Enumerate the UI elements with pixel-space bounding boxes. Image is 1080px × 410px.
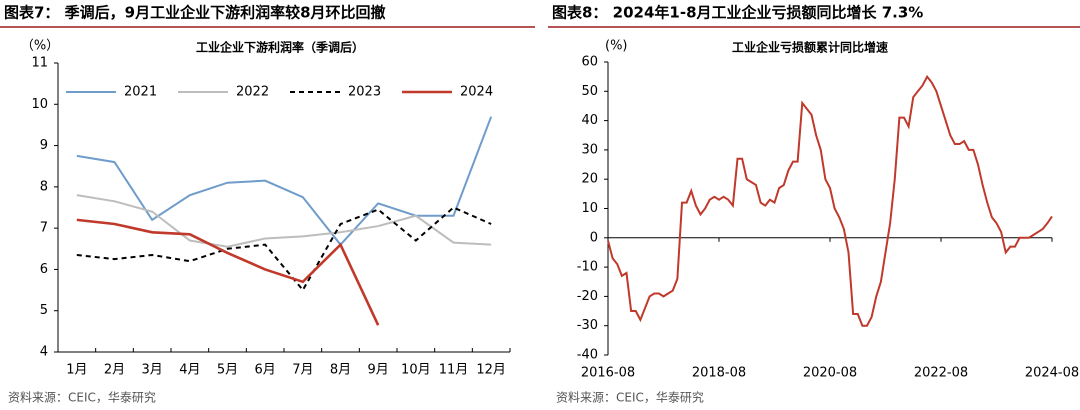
source-note: 资料来源：CEIC，华泰研究 xyxy=(8,390,156,405)
y-tick-label: 60 xyxy=(581,55,598,70)
chart-subtitle: 工业企业亏损额累计同比增速 xyxy=(732,40,888,55)
y-tick-label: 6 xyxy=(40,262,48,277)
y-tick-label: -10 xyxy=(577,260,598,275)
y-tick-label: 5 xyxy=(40,303,48,318)
y-tick-label: -40 xyxy=(577,348,598,363)
y-tick-label: 20 xyxy=(581,172,598,187)
legend-label: 2022 xyxy=(236,85,269,100)
series-line xyxy=(76,206,492,292)
y-tick-label: -30 xyxy=(577,318,598,333)
y-tick-label: 9 xyxy=(40,138,48,153)
panel-title: 图表8： 2024年1-8月工业企业亏损额同比增长 7.3% xyxy=(552,4,923,22)
x-tick-label: 1月 xyxy=(66,363,87,378)
y-tick-label: 50 xyxy=(581,84,598,99)
x-tick-label: 2024-08 xyxy=(1025,366,1079,381)
x-tick-label: 2月 xyxy=(104,363,125,378)
x-tick-label: 8月 xyxy=(330,363,351,378)
x-tick-label: 2020-08 xyxy=(803,366,857,381)
y-tick-label: 0 xyxy=(590,230,598,245)
y-tick-label: 40 xyxy=(581,113,598,128)
source-note: 资料来源：CEIC，华泰研究 xyxy=(556,390,704,405)
y-tick-label: 10 xyxy=(31,97,48,112)
y-unit: (%) xyxy=(605,39,628,54)
y-tick-label: 4 xyxy=(40,345,48,360)
series-line xyxy=(76,218,380,326)
x-tick-label: 3月 xyxy=(142,363,163,378)
y-tick-label: 7 xyxy=(40,221,48,236)
chart-subtitle: 工业企业下游利润率（季调后） xyxy=(196,40,364,55)
series-line xyxy=(607,74,1053,327)
y-tick-label: 11 xyxy=(31,56,48,71)
x-tick-label: 9月 xyxy=(368,363,389,378)
legend-label: 2024 xyxy=(460,85,493,100)
y-tick-label: -20 xyxy=(577,289,598,304)
panel-title: 图表7： 季调后，9月工业企业下游利润率较8月环比回撤 xyxy=(4,4,386,22)
x-tick-label: 2018-08 xyxy=(692,366,746,381)
series-line xyxy=(76,194,492,248)
y-tick-label: 8 xyxy=(40,179,48,194)
x-tick-label: 4月 xyxy=(179,363,200,378)
x-tick-label: 2022-08 xyxy=(914,366,968,381)
x-tick-label: 2016-08 xyxy=(581,366,635,381)
legend-label: 2023 xyxy=(348,85,381,100)
x-tick-label: 7月 xyxy=(292,363,313,378)
x-tick-label: 11月 xyxy=(439,363,469,378)
x-tick-label: 10月 xyxy=(401,363,431,378)
x-tick-label: 12月 xyxy=(476,363,506,378)
y-tick-label: 30 xyxy=(581,142,598,157)
x-tick-label: 6月 xyxy=(255,363,276,378)
y-tick-label: 10 xyxy=(581,201,598,216)
x-tick-label: 5月 xyxy=(217,363,238,378)
y-unit: （%） xyxy=(21,39,59,54)
legend-label: 2021 xyxy=(124,85,157,100)
